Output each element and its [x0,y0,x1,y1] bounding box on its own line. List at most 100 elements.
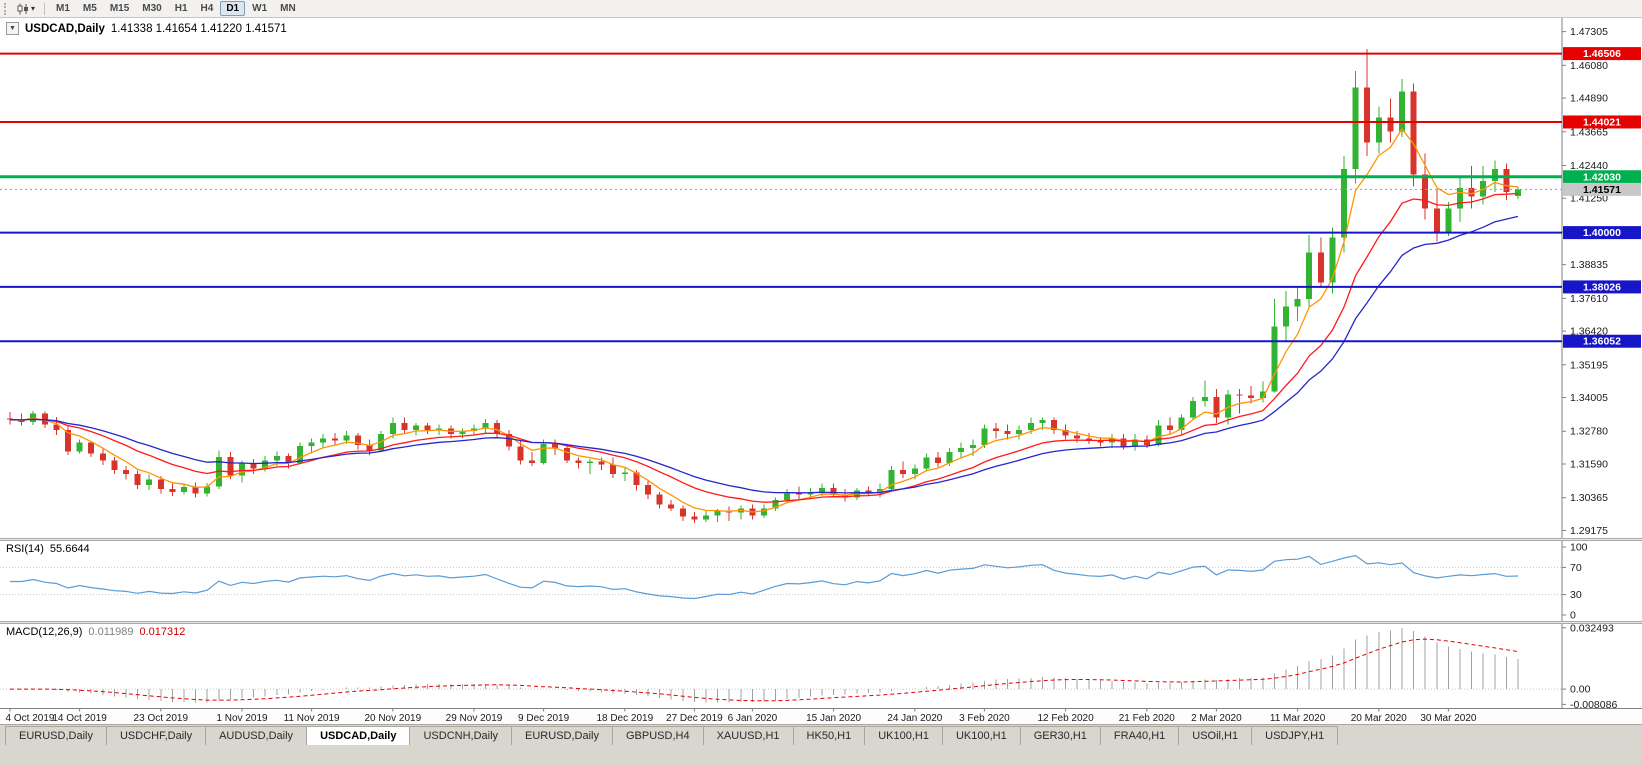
rsi-canvas[interactable]: 100 70 30 0 [0,541,1642,621]
price-label-1.40000 [1563,226,1641,240]
price-label-1.44021 [1563,115,1641,129]
price-tick-label: 1.34005 [1570,392,1608,404]
date-tick-label: 11 Nov 2019 [284,713,340,724]
chart-tab-uk100-h1[interactable]: UK100,H1 [941,726,1021,745]
chart-tab-fra40-h1[interactable]: FRA40,H1 [1099,726,1180,745]
timeframe-button-h1[interactable]: H1 [174,3,188,14]
panel-splitter-2[interactable] [0,621,1642,624]
date-tick-label: 2 Mar 2020 [1191,713,1242,724]
date-tick-label: 6 Jan 2020 [728,713,778,724]
macd-indicator-panel[interactable]: 0.032493 0.00 -0.008086 MACD(12,26,9) 0.01… [0,624,1642,708]
price-tick-label: 1.46080 [1570,60,1608,72]
chart-tab-gbpusd-h4[interactable]: GBPUSD,H4 [612,726,704,745]
date-tick-label: 23 Oct 2019 [134,713,189,724]
chart-tab-usdcad-daily[interactable]: USDCAD,Daily [306,726,411,745]
date-tick-label: 15 Jan 2020 [806,713,861,724]
price-tick-label: 1.35195 [1570,359,1608,371]
collapse-chart-button[interactable]: ▼ [6,22,19,35]
macd-tick-label: 0.032493 [1570,624,1614,634]
price-label-text: 1.41571 [1583,184,1621,196]
timeframe-buttons-group: M1 M5 M15 M30 H1 H4 D1 W1 MN [50,1,302,16]
timeframe-button-m30[interactable]: M30 [142,3,162,14]
macd-tick-label: 0.00 [1570,684,1591,696]
chart-tab-xauusd-h1[interactable]: XAUUSD,H1 [702,726,794,745]
toolbar-grip[interactable] [4,2,8,15]
chart-tab-usdjpy-h1[interactable]: USDJPY,H1 [1251,726,1339,745]
macd-canvas[interactable]: 0.032493 0.00 -0.008086 [0,624,1642,708]
timeframe-button-m15[interactable]: M15 [109,3,130,14]
chart-tab-usoil-h1[interactable]: USOil,H1 [1178,726,1253,745]
rsi-tick-label: 100 [1570,542,1588,554]
price-tick-label: 1.43665 [1570,126,1608,138]
timeframe-button-h4[interactable]: H4 [200,3,214,14]
price-label-text: 1.42030 [1583,171,1621,183]
date-tick-label: 24 Jan 2020 [887,713,942,724]
chart-tab-usdchf-daily[interactable]: USDCHF,Daily [105,726,207,745]
price-tick-label: 1.37610 [1570,293,1608,305]
rsi-line [10,554,1519,600]
chart-tab-hk50-h1[interactable]: HK50,H1 [792,726,866,745]
candlestick-chart-icon [17,3,28,14]
chart-tab-eurusd-daily[interactable]: EURUSD,Daily [5,726,107,745]
rsi-indicator-panel[interactable]: 100 70 30 0 RSI(14) 55.6644 [0,541,1642,621]
rsi-tick-label: 0 [1570,610,1576,622]
timeframe-button-mn[interactable]: MN [280,3,296,14]
timeframes-toolbar: ▾ M1 M5 M15 M30 H1 H4 D1 W1 MN [0,0,1642,18]
date-tick-label: 3 Feb 2020 [959,713,1010,724]
chart-tab-audusd-daily[interactable]: AUDUSD,Daily [205,726,308,745]
ma-13-line [9,192,1519,503]
chart-tabs-bar: EURUSD,Daily USDCHF,Daily AUDUSD,Daily USDC… [0,724,1642,745]
dropdown-caret-icon: ▾ [31,3,36,13]
date-tick-label: 4 Oct 2019 [6,713,55,724]
date-tick-label: 14 Oct 2019 [52,713,107,724]
price-label-1.38026 [1563,280,1641,294]
price-tick-label: 1.42440 [1570,160,1608,172]
date-tick-label: 30 Mar 2020 [1420,713,1477,724]
macd-histogram [21,627,1519,703]
toolbar-separator [44,2,46,15]
ma-21-line [9,215,1519,494]
bottom-filler [0,745,1642,765]
price-chart-canvas[interactable]: 1.473051.460801.448901.436651.424401.412… [0,18,1642,538]
date-tick-label: 21 Feb 2020 [1119,713,1176,724]
price-tick-label: 1.44890 [1570,93,1608,105]
chart-tab-ger30-h1[interactable]: GER30,H1 [1019,726,1101,745]
price-tick-label: 1.47305 [1570,26,1608,38]
date-tick-label: 11 Mar 2020 [1270,713,1326,724]
date-tick-label: 12 Feb 2020 [1038,713,1095,724]
price-label-1.46506 [1563,47,1641,61]
price-tick-label: 1.32780 [1570,426,1608,438]
price-tick-label: 1.30365 [1570,492,1608,504]
rsi-tick-label: 70 [1570,562,1582,574]
time-axis[interactable]: 4 Oct 2019 14 Oct 2019 23 Oct 2019 1 Nov 20… [0,708,1642,724]
macd-tick-label: -0.008086 [1570,699,1617,708]
price-tick-label: 1.29175 [1570,525,1608,537]
rsi-tick-label: 30 [1570,589,1582,601]
timeframe-button-w1[interactable]: W1 [252,3,268,14]
price-label-text: 1.44021 [1583,116,1621,128]
date-tick-label: 20 Mar 2020 [1351,713,1408,724]
timeframe-button-m5[interactable]: M5 [82,3,97,14]
price-tick-label: 1.36420 [1570,326,1608,338]
chart-tab-usdcnh-daily[interactable]: USDCNH,Daily [409,726,513,745]
timeframe-button-m1[interactable]: M1 [56,3,70,14]
candlesticks [7,48,1521,523]
date-tick-label: 9 Dec 2019 [518,713,570,724]
price-label-text: 1.40000 [1583,227,1621,239]
price-label-text: 1.38026 [1583,281,1621,293]
date-tick-label: 18 Dec 2019 [596,713,653,724]
panel-splitter-1[interactable] [0,538,1642,541]
date-tick-label: 27 Dec 2019 [666,713,723,724]
chart-tab-uk100-h1[interactable]: UK100,H1 [864,726,943,745]
price-label-1.42030 [1563,170,1641,184]
ma-5-line [9,127,1519,513]
chart-type-button[interactable]: ▾ [12,1,39,17]
price-label-1.41571 [1563,182,1641,196]
price-tick-label: 1.31590 [1570,458,1608,470]
date-tick-label: 1 Nov 2019 [216,713,268,724]
timeframe-button-d1[interactable]: D1 [220,1,246,16]
main-chart-panel[interactable]: 1.47305 1.46080 1.44890 1.43665 1.42440 1.412… [0,18,1642,538]
chart-tab-eurusd-daily[interactable]: EURUSD,Daily [511,726,613,745]
